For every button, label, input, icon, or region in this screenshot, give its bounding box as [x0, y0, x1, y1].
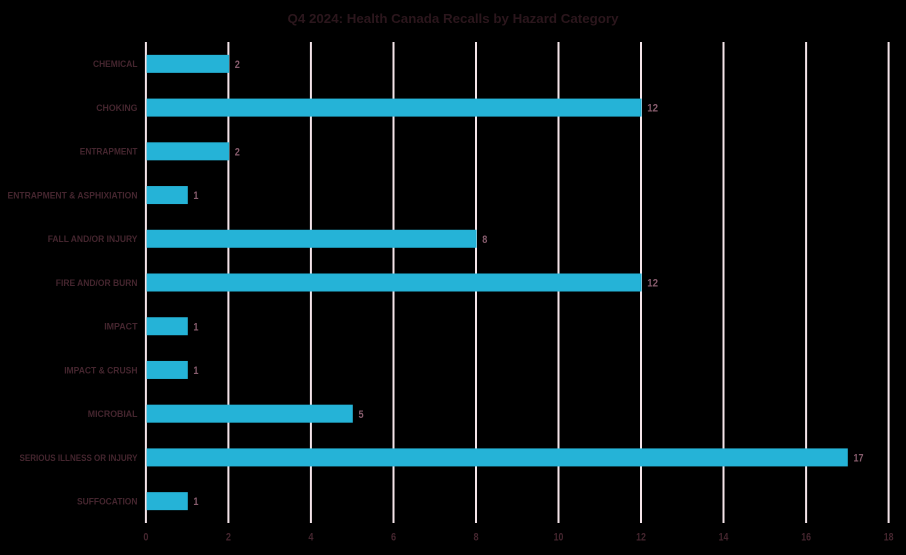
svg-text:18: 18 — [884, 532, 894, 544]
svg-text:2: 2 — [226, 532, 231, 544]
svg-text:1: 1 — [193, 365, 198, 377]
svg-text:2: 2 — [235, 59, 240, 71]
svg-text:8: 8 — [473, 532, 478, 544]
svg-text:12: 12 — [636, 532, 646, 544]
svg-text:IMPACT: IMPACT — [104, 322, 138, 332]
svg-text:4: 4 — [308, 532, 314, 544]
svg-text:MICROBIAL: MICROBIAL — [88, 409, 138, 419]
svg-text:FIRE AND/OR BURN: FIRE AND/OR BURN — [56, 278, 138, 288]
svg-text:Q4 2024: Health Canada Recalls: Q4 2024: Health Canada Recalls by Hazard… — [288, 11, 620, 26]
svg-text:CHEMICAL: CHEMICAL — [93, 59, 138, 69]
svg-text:16: 16 — [801, 532, 811, 544]
svg-text:CHOKING: CHOKING — [96, 103, 137, 113]
svg-text:6: 6 — [391, 532, 396, 544]
svg-text:IMPACT & CRUSH: IMPACT & CRUSH — [64, 365, 137, 375]
svg-text:5: 5 — [359, 409, 364, 421]
svg-text:SUFFOCATION: SUFFOCATION — [77, 496, 138, 506]
svg-text:ENTRAPMENT: ENTRAPMENT — [80, 147, 138, 157]
svg-text:14: 14 — [719, 532, 729, 544]
svg-text:2: 2 — [235, 146, 240, 158]
svg-text:0: 0 — [143, 532, 148, 544]
svg-text:1: 1 — [193, 496, 198, 508]
svg-text:FALL AND/OR INJURY: FALL AND/OR INJURY — [48, 234, 138, 244]
svg-text:10: 10 — [554, 532, 564, 544]
svg-text:8: 8 — [482, 234, 487, 246]
svg-text:1: 1 — [193, 321, 198, 333]
svg-text:17: 17 — [854, 453, 864, 465]
svg-text:1: 1 — [193, 190, 198, 202]
svg-text:ENTRAPMENT & ASPHIXIATION: ENTRAPMENT & ASPHIXIATION — [8, 190, 138, 200]
svg-text:12: 12 — [647, 103, 658, 115]
svg-text:SERIOUS ILLNESS OR INJURY: SERIOUS ILLNESS OR INJURY — [20, 453, 138, 463]
svg-text:12: 12 — [647, 278, 658, 290]
